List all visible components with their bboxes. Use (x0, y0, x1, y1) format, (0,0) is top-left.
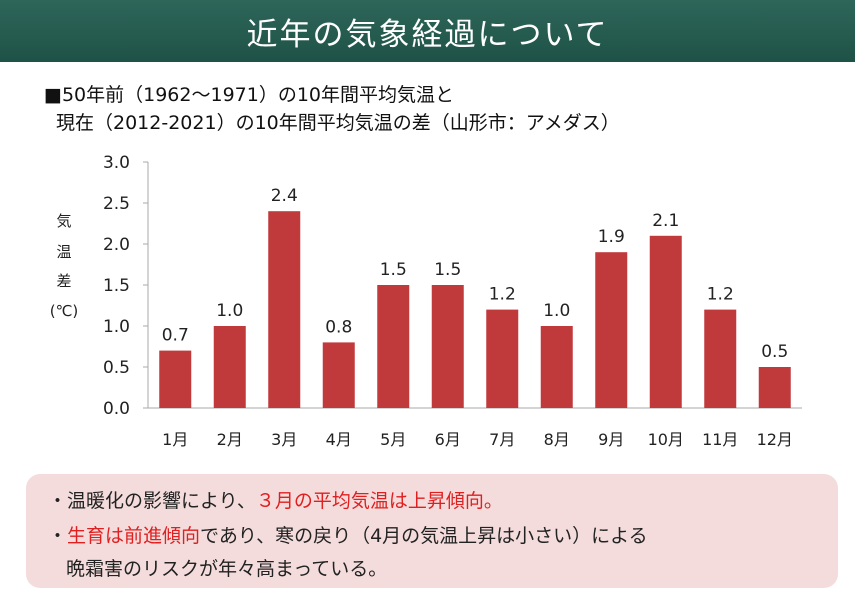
y-tick-label: 3.0 (103, 153, 130, 173)
data-label: 0.7 (162, 326, 189, 346)
bar (322, 342, 355, 408)
y-axis-label-char: 温 (56, 243, 71, 261)
x-tick-label: 1月 (162, 430, 188, 449)
note-line-3: 晩霜害のリスクが年々高まっている。 (66, 558, 388, 580)
x-tick-label: 2月 (217, 430, 243, 449)
note-line-2-prefix: ・ (48, 525, 68, 547)
data-label: 1.5 (380, 260, 407, 280)
x-tick-label: 7月 (489, 430, 515, 449)
note-line-2-rest: であり、寒の戻り（4月の気温上昇は小さい）による (200, 525, 648, 547)
note-line-2: ・生育は前進傾向であり、寒の戻り（4月の気温上昇は小さい）による (48, 521, 648, 548)
bar (758, 367, 791, 408)
title-bar: 近年の気象経過について (0, 0, 855, 62)
data-label: 0.5 (761, 342, 788, 362)
data-label: 1.9 (598, 227, 625, 247)
subtitle-line-2: 現在（2012-2021）の10年間平均気温の差（山形市：アメダス） (56, 112, 620, 134)
y-axis-label-char: (℃) (50, 302, 79, 320)
note-line-1-highlight: ３月の平均気温は上昇傾向。 (255, 490, 503, 512)
notes-box: ・温暖化の影響により、３月の平均気温は上昇傾向。 ・生育は前進傾向であり、寒の戻… (26, 474, 838, 588)
bar (595, 252, 628, 408)
data-label: 1.2 (489, 285, 516, 305)
data-label: 1.5 (434, 260, 461, 280)
slide-title: 近年の気象経過について (246, 16, 609, 53)
bar (486, 309, 519, 408)
data-label: 2.1 (652, 211, 679, 231)
bar (159, 350, 192, 408)
x-tick-label: 12月 (757, 430, 793, 449)
y-tick-label: 2.0 (103, 235, 130, 255)
x-tick-label: 11月 (702, 430, 738, 449)
bar (704, 309, 737, 408)
y-tick-label: 0.5 (103, 358, 130, 378)
y-tick-label: 2.5 (103, 194, 130, 214)
note-line-1: ・温暖化の影響により、３月の平均気温は上昇傾向。 (48, 486, 503, 513)
data-label: 0.8 (325, 317, 352, 337)
bar (213, 326, 246, 408)
y-axis-label-char: 差 (56, 272, 71, 290)
y-tick-label: 0.0 (103, 399, 130, 419)
data-label: 1.2 (707, 285, 734, 305)
data-label: 1.0 (216, 301, 243, 321)
x-tick-label: 8月 (544, 430, 570, 449)
bar (377, 285, 410, 408)
bar-chart: 0.0 0.5 1.0 1.5 2.0 2.5 3.0 気温差 (℃) 0.7 1月 1.0 2月 2.4… (50, 153, 802, 449)
y-tick-label: 1.0 (103, 317, 130, 337)
bar (268, 211, 301, 408)
bar (540, 326, 573, 408)
y-tick-label: 1.5 (103, 276, 130, 296)
x-tick-label: 3月 (271, 430, 297, 449)
bar (649, 235, 682, 408)
x-tick-label: 6月 (435, 430, 461, 449)
note-line-1-prefix: ・温暖化の影響により、 (48, 490, 256, 512)
x-tick-label: 10月 (648, 430, 684, 449)
data-label: 1.0 (543, 301, 570, 321)
data-label: 2.4 (271, 186, 298, 206)
note-line-2-highlight: 生育は前進傾向 (67, 525, 201, 547)
subtitle-line-1: ■50年前（1962～1971）の10年間平均気温と (44, 84, 455, 106)
x-tick-label: 4月 (326, 430, 352, 449)
bar (431, 285, 464, 408)
x-tick-label: 9月 (598, 430, 624, 449)
x-tick-label: 5月 (380, 430, 406, 449)
y-axis-label-char: 気 (56, 212, 71, 230)
